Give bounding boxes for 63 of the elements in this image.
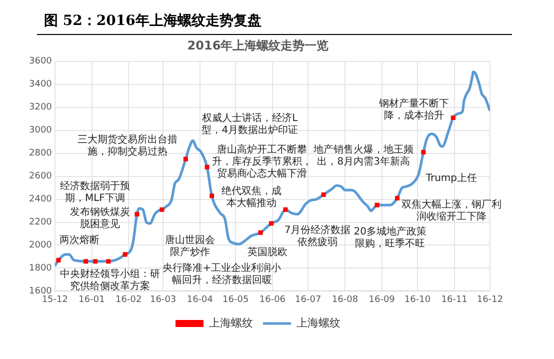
annotation: 唐山高炉开工不断攀升，库存反季节累积，贸易商心态大幅下滑 <box>212 144 312 180</box>
annotation: 钢材产量不断下降，成本抬升 <box>378 97 450 122</box>
annotation: 双焦大幅上涨，钢厂利润收缩开工下降 <box>401 198 502 223</box>
y-tick-label: 2800 <box>29 148 52 159</box>
x-tick-label: 16-05 <box>222 294 249 305</box>
x-tick-label: 16-10 <box>404 294 431 305</box>
x-tick-label: 16-08 <box>332 294 358 305</box>
point <box>93 259 98 264</box>
y-tick-label: 2600 <box>29 172 52 182</box>
y-tick-label: 3600 <box>29 56 52 67</box>
annotation: 发布钢铁煤炭脱困意见 <box>70 206 130 230</box>
annotation: 地产销售火爆，地王频出，8月内需3年新高 <box>312 143 414 168</box>
x-tick-label: 16-04 <box>186 294 214 305</box>
annotation: 三大期货交易所出台措施，抑制交易过热 <box>78 134 178 158</box>
x-tick-label: 15-12 <box>42 294 68 305</box>
x-tick-label: 16-03 <box>150 294 176 305</box>
point <box>374 202 380 208</box>
point <box>106 259 111 264</box>
point <box>258 230 263 235</box>
point <box>160 207 164 212</box>
x-tick-label: 16-07 <box>295 294 322 305</box>
point <box>183 156 188 162</box>
annotation: 7月份经济数据依然疲弱 <box>284 224 351 248</box>
x-tick-label: 16-09 <box>368 294 396 305</box>
point <box>134 212 140 216</box>
point <box>269 221 274 226</box>
y-tick-label: 2400 <box>29 194 52 205</box>
point <box>210 194 214 198</box>
chart-subtitle: 2016年上海螺纹走势一览 <box>187 38 329 52</box>
annotation: 经济数据弱于预期，MLF下调 <box>60 180 130 204</box>
y-tick-label: 3000 <box>29 126 52 136</box>
annotation: 央行降准+工业企业利润小幅回升，经济数据回暖 <box>162 262 282 286</box>
point <box>321 192 326 197</box>
y-tick-label: 2200 <box>29 218 52 228</box>
x-tick-label: 16-02 <box>116 294 142 305</box>
chart-title: 图 52：2016年上海螺纹走势复盘 <box>37 8 512 35</box>
y-tick-label: 1800 <box>29 264 52 274</box>
point <box>421 150 426 154</box>
annotation: 权威人士讲话，经济L型，4月数据出炉印证 <box>201 112 298 136</box>
x-tick-label: 16-12 <box>476 294 504 305</box>
x-tick-label: 16-06 <box>259 294 286 305</box>
point <box>56 258 61 262</box>
x-tick-label: 16-11 <box>441 294 468 305</box>
annotation: 英国脱欧 <box>248 246 288 258</box>
point <box>283 207 288 212</box>
point <box>84 259 88 264</box>
point <box>204 164 210 170</box>
legend-label: 上海螺纹 <box>209 316 253 330</box>
annotation: Trump上任 <box>424 172 478 184</box>
y-tick-label: 2000 <box>29 240 52 251</box>
legend-label: 上海螺纹 <box>296 316 340 330</box>
y-tick-label: 3200 <box>29 102 52 113</box>
annotation: 绝代双焦，成本大幅推动 <box>221 185 282 210</box>
point <box>450 115 456 120</box>
annotation: 20多城地产政策限购，旺季不旺 <box>354 226 426 250</box>
y-tick-label: 3400 <box>29 80 52 90</box>
point <box>122 252 128 257</box>
point <box>395 196 400 200</box>
annotation: 唐山世园会限产炒作 <box>164 234 215 258</box>
annotation: 两次熔断 <box>59 234 100 246</box>
annotation: 中央财经领导小组：研究供给侧改革方案 <box>60 268 160 292</box>
y-tick-label: 1600 <box>29 286 52 297</box>
x-tick-label: 16-01 <box>78 294 105 305</box>
